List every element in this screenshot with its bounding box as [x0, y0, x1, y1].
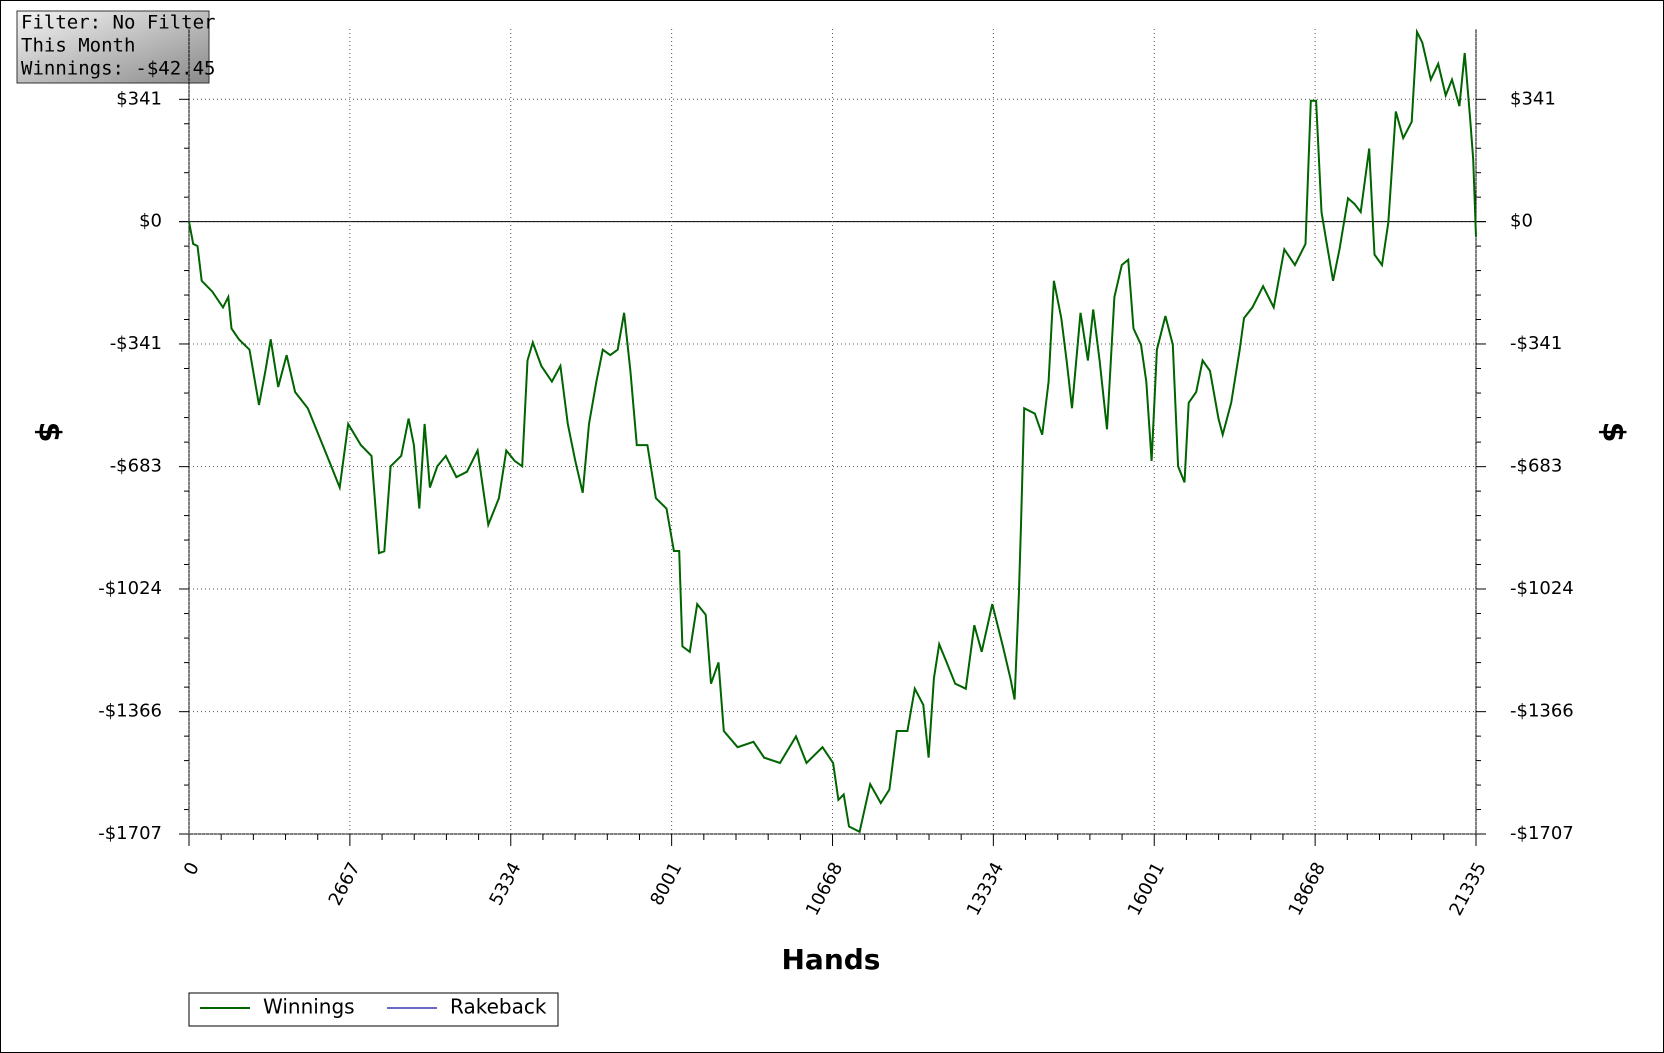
y-tick-label: -$1366	[98, 701, 162, 722]
y-axis-label: $	[32, 422, 67, 443]
y-tick-label: -$683	[110, 456, 162, 477]
y-tick-label-right: -$1024	[1510, 578, 1574, 599]
y-axis-label-right: $	[1596, 422, 1631, 443]
series-line	[188, 28, 1477, 834]
y-tick-label-right: $0	[1510, 211, 1533, 232]
y-tick-label-right: -$341	[1510, 333, 1562, 354]
legend-box	[188, 992, 559, 1027]
y-tick-label-right: -$1707	[1510, 823, 1574, 844]
legend-label: Winnings	[263, 995, 355, 1019]
y-tick-label-right: -$1366	[1510, 701, 1574, 722]
y-tick-label-right: $341	[1510, 88, 1556, 109]
info-line: Filter: No Filter	[21, 12, 215, 34]
info-line: Winnings: -$42.45	[21, 58, 215, 80]
y-tick-label: $0	[139, 211, 162, 232]
y-tick-label: -$1024	[98, 578, 162, 599]
x-axis-label: Hands	[782, 943, 881, 976]
info-box	[16, 10, 210, 84]
info-line: This Month	[21, 35, 135, 57]
y-tick-label: -$341	[110, 333, 162, 354]
y-tick-label: $341	[116, 88, 162, 109]
legend-label: Rakeback	[450, 995, 547, 1019]
y-tick-label-right: -$683	[1510, 456, 1562, 477]
y-tick-label: -$1707	[98, 823, 162, 844]
